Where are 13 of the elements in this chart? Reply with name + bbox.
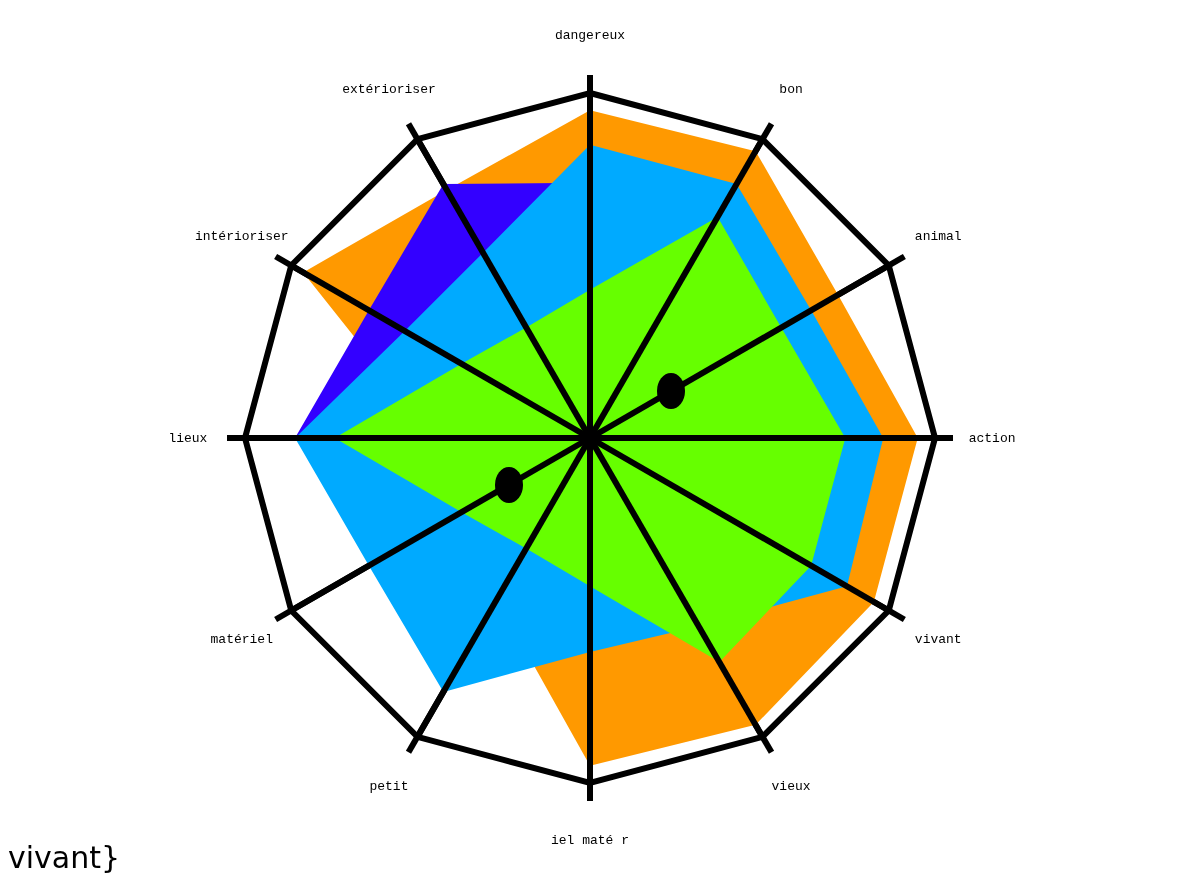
spoke-label: animal xyxy=(914,229,962,245)
spoke-label: matériel xyxy=(210,631,274,647)
spoke-label: vieux xyxy=(771,778,811,794)
spoke-label: dangereux xyxy=(554,28,626,44)
spoke-label: vivant xyxy=(914,631,962,647)
spoke-label: extérioriser xyxy=(342,82,436,98)
spoke-label: lieux xyxy=(168,430,208,446)
text: vivant} xyxy=(8,840,121,875)
spoke-label: iel maté r xyxy=(550,832,630,848)
spoke-label: intérioriser xyxy=(194,229,289,245)
spoke-label: petit xyxy=(369,778,409,794)
spoke-label: bon xyxy=(779,82,803,98)
spoke-label: action xyxy=(968,430,1016,446)
